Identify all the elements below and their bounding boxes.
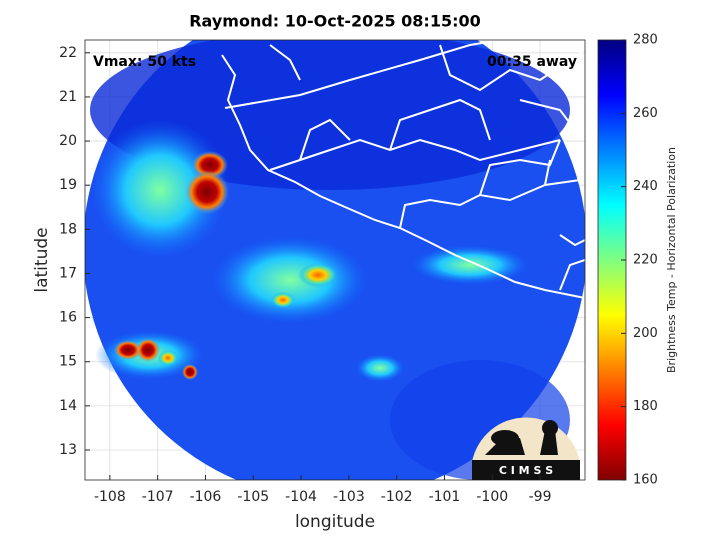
colorbar-tick-label: 160 <box>633 473 658 488</box>
colorbar-tick-label: 280 <box>633 33 658 48</box>
x-axis-label: longitude <box>295 512 375 532</box>
colorbar-tick-label: 260 <box>633 106 658 121</box>
x-tick-label: -99 <box>529 489 552 505</box>
colorbar-label: Brightness Temp - Horizontal Polarizatio… <box>665 147 678 373</box>
x-tick-label: -105 <box>237 489 269 505</box>
chart-title: Raymond: 10-Oct-2025 08:15:00 <box>189 12 481 31</box>
x-tick-label: -104 <box>285 489 317 505</box>
satellite-image <box>85 40 585 480</box>
cimss-logo: C I M S S <box>472 417 580 480</box>
y-tick-label: 22 <box>59 45 77 61</box>
x-tick-label: -101 <box>429 489 461 505</box>
y-tick-label: 21 <box>59 89 77 105</box>
y-tick-label: 19 <box>59 177 77 193</box>
x-tick-label: -100 <box>476 489 508 505</box>
x-tick-label: -106 <box>190 489 222 505</box>
colorbar-tick-label: 240 <box>633 179 658 194</box>
x-tick-label: -108 <box>94 489 126 505</box>
plot-frame <box>84 39 586 481</box>
y-tick-label: 20 <box>59 133 77 149</box>
y-tick-label: 18 <box>59 221 77 237</box>
y-tick-label: 15 <box>59 354 77 370</box>
colorbar-tick-label: 220 <box>633 253 658 268</box>
y-tick-label: 17 <box>59 265 77 281</box>
x-tick-label: -107 <box>142 489 174 505</box>
coastline <box>221 40 585 299</box>
colorbar-tick-label: 180 <box>633 399 658 414</box>
y-tick-label: 14 <box>59 398 77 414</box>
x-tick-label: -102 <box>381 489 413 505</box>
y-tick-label: 16 <box>59 310 77 326</box>
colorbar-tick-label: 200 <box>633 326 658 341</box>
x-tick-label: -103 <box>333 489 365 505</box>
y-axis-label: latitude <box>32 227 52 292</box>
y-tick-label: 13 <box>59 442 77 458</box>
annotation: Vmax: 50 kts <box>93 54 196 70</box>
annotation: 00:35 away <box>487 54 577 70</box>
logo-text: C I M S S <box>499 464 553 477</box>
